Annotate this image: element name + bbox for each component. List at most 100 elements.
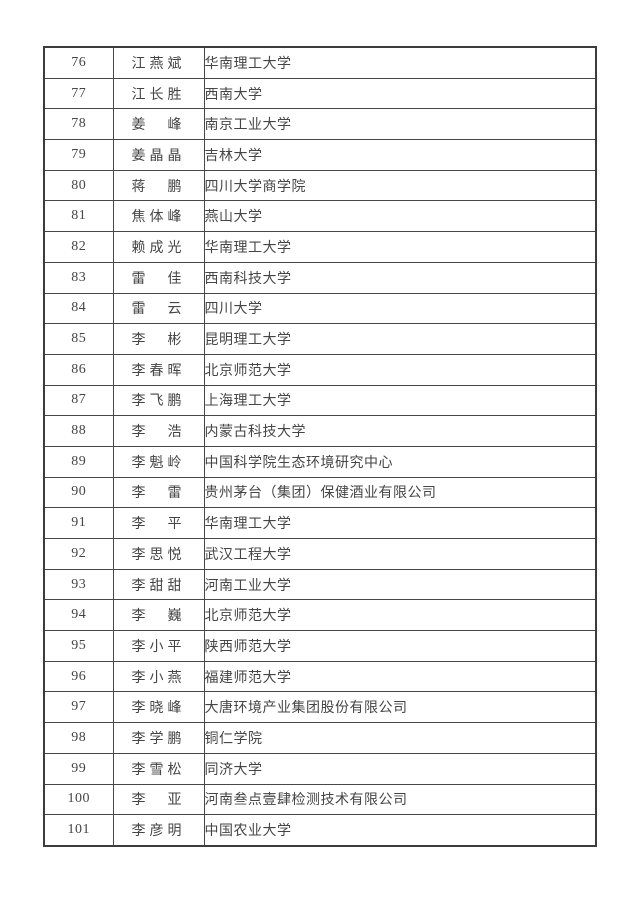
institution-cell: 北京师范大学 — [203, 353, 597, 386]
table-row: 87 李飞鹏 上海理工大学 — [43, 384, 597, 417]
row-number-cell: 76 — [43, 46, 114, 79]
institution-cell: 中国农业大学 — [203, 814, 597, 847]
name-cell: 李魁岭 — [112, 445, 205, 478]
table-row: 96 李小燕 福建师范大学 — [43, 660, 597, 693]
row-number-cell: 88 — [43, 415, 114, 447]
table-row: 95 李小平 陕西师范大学 — [43, 630, 597, 662]
name-cell: 江长胜 — [112, 77, 205, 110]
name-cell: 李 彬 — [112, 323, 205, 355]
row-number-cell: 101 — [43, 814, 114, 847]
row-number-cell: 77 — [43, 77, 114, 110]
name-cell: 焦体峰 — [112, 200, 205, 233]
table-row: 90 李 雷 贵州茅台（集团）保健酒业有限公司 — [43, 476, 597, 509]
name-cell: 李思悦 — [112, 538, 205, 570]
table-row: 91 李 平 华南理工大学 — [43, 507, 597, 539]
row-number-cell: 95 — [43, 630, 114, 662]
name-cell: 蒋 鹏 — [112, 169, 205, 202]
table-row: 101 李彦明 中国农业大学 — [43, 814, 597, 847]
name-cell: 李小平 — [112, 630, 205, 662]
row-number-cell: 90 — [43, 476, 114, 509]
table-row: 89 李魁岭 中国科学院生态环境研究中心 — [43, 445, 597, 478]
institution-cell: 西南大学 — [203, 77, 597, 110]
institution-cell: 河南叁点壹肆检测技术有限公司 — [203, 783, 597, 816]
table-row: 76 江燕斌 华南理工大学 — [43, 46, 597, 79]
roster-table-body: 76 江燕斌 华南理工大学 77 江长胜 西南大学 78 姜 峰 南京工业大学 … — [43, 46, 597, 847]
row-number-cell: 78 — [43, 108, 114, 141]
institution-cell: 北京师范大学 — [203, 599, 597, 632]
name-cell: 雷 云 — [112, 292, 205, 325]
table-row: 99 李雪松 同济大学 — [43, 752, 597, 785]
name-cell: 李雪松 — [112, 752, 205, 785]
institution-cell: 同济大学 — [203, 752, 597, 785]
row-number-cell: 86 — [43, 353, 114, 386]
row-number-cell: 96 — [43, 660, 114, 693]
name-cell: 李小燕 — [112, 660, 205, 693]
institution-cell: 上海理工大学 — [203, 384, 597, 417]
row-number-cell: 79 — [43, 139, 114, 171]
name-cell: 李春晖 — [112, 353, 205, 386]
name-cell: 姜 峰 — [112, 108, 205, 141]
table-row: 94 李 巍 北京师范大学 — [43, 599, 597, 632]
institution-cell: 四川大学 — [203, 292, 597, 325]
row-number-cell: 93 — [43, 568, 114, 601]
row-number-cell: 83 — [43, 261, 114, 294]
name-cell: 赖成光 — [112, 231, 205, 263]
institution-cell: 内蒙古科技大学 — [203, 415, 597, 447]
name-cell: 李彦明 — [112, 814, 205, 847]
table-row: 82 赖成光 华南理工大学 — [43, 231, 597, 263]
table-row: 85 李 彬 昆明理工大学 — [43, 323, 597, 355]
institution-cell: 华南理工大学 — [203, 507, 597, 539]
table-row: 81 焦体峰 燕山大学 — [43, 200, 597, 233]
name-cell: 李 浩 — [112, 415, 205, 447]
row-number-cell: 84 — [43, 292, 114, 325]
row-number-cell: 99 — [43, 752, 114, 785]
institution-cell: 华南理工大学 — [203, 46, 597, 79]
table-row: 78 姜 峰 南京工业大学 — [43, 108, 597, 141]
row-number-cell: 91 — [43, 507, 114, 539]
table-row: 80 蒋 鹏 四川大学商学院 — [43, 169, 597, 202]
institution-cell: 铜仁学院 — [203, 722, 597, 754]
institution-cell: 河南工业大学 — [203, 568, 597, 601]
institution-cell: 吉林大学 — [203, 139, 597, 171]
institution-cell: 武汉工程大学 — [203, 538, 597, 570]
institution-cell: 中国科学院生态环境研究中心 — [203, 445, 597, 478]
row-number-cell: 87 — [43, 384, 114, 417]
row-number-cell: 97 — [43, 691, 114, 724]
institution-cell: 西南科技大学 — [203, 261, 597, 294]
name-cell: 雷 佳 — [112, 261, 205, 294]
name-cell: 李 平 — [112, 507, 205, 539]
institution-cell: 燕山大学 — [203, 200, 597, 233]
institution-cell: 陕西师范大学 — [203, 630, 597, 662]
name-cell: 姜晶晶 — [112, 139, 205, 171]
table-row: 98 李学鹏 铜仁学院 — [43, 722, 597, 754]
table-row: 88 李 浩 内蒙古科技大学 — [43, 415, 597, 447]
table-row: 93 李甜甜 河南工业大学 — [43, 568, 597, 601]
name-cell: 李 巍 — [112, 599, 205, 632]
institution-cell: 四川大学商学院 — [203, 169, 597, 202]
institution-cell: 南京工业大学 — [203, 108, 597, 141]
row-number-cell: 89 — [43, 445, 114, 478]
name-cell: 李 雷 — [112, 476, 205, 509]
table-row: 92 李思悦 武汉工程大学 — [43, 538, 597, 570]
row-number-cell: 100 — [43, 783, 114, 816]
institution-cell: 福建师范大学 — [203, 660, 597, 693]
row-number-cell: 81 — [43, 200, 114, 233]
table-row: 100 李 亚 河南叁点壹肆检测技术有限公司 — [43, 783, 597, 816]
institution-cell: 华南理工大学 — [203, 231, 597, 263]
row-number-cell: 98 — [43, 722, 114, 754]
table-row: 84 雷 云 四川大学 — [43, 292, 597, 325]
row-number-cell: 85 — [43, 323, 114, 355]
row-number-cell: 92 — [43, 538, 114, 570]
table-row: 86 李春晖 北京师范大学 — [43, 353, 597, 386]
institution-cell: 昆明理工大学 — [203, 323, 597, 355]
name-cell: 李甜甜 — [112, 568, 205, 601]
roster-table: 76 江燕斌 华南理工大学 77 江长胜 西南大学 78 姜 峰 南京工业大学 … — [43, 46, 597, 847]
table-row: 79 姜晶晶 吉林大学 — [43, 139, 597, 171]
row-number-cell: 94 — [43, 599, 114, 632]
name-cell: 李 亚 — [112, 783, 205, 816]
row-number-cell: 80 — [43, 169, 114, 202]
row-number-cell: 82 — [43, 231, 114, 263]
name-cell: 李学鹏 — [112, 722, 205, 754]
name-cell: 李飞鹏 — [112, 384, 205, 417]
